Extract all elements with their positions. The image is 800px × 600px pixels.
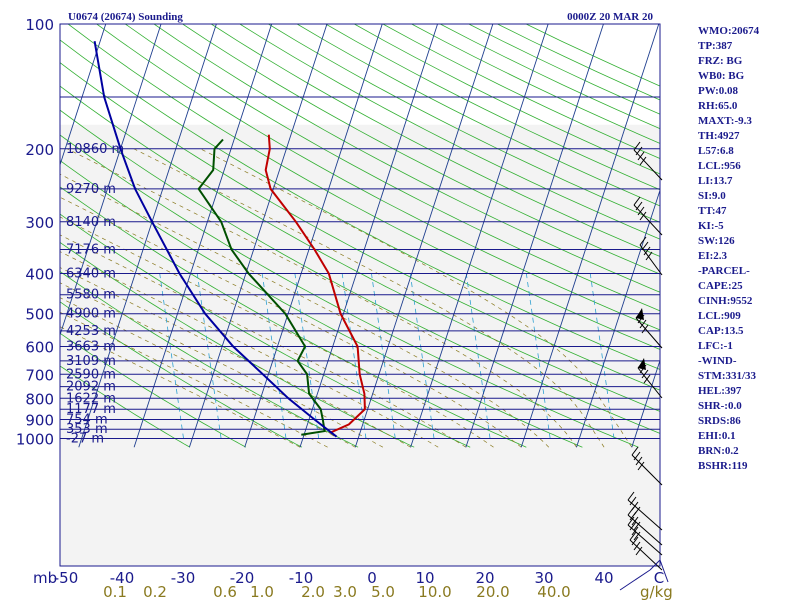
pressure-tick-label: 1000 <box>16 430 54 448</box>
temp-tick-label: 40 <box>594 569 613 587</box>
temp-tick-label: 0 <box>367 569 377 587</box>
index-item: BSHR:119 <box>698 460 748 472</box>
height-label: 4900 m <box>66 307 116 322</box>
index-item: WB0: BG <box>698 70 745 82</box>
wind-barb <box>633 141 663 181</box>
pressure-tick-label: 900 <box>25 412 54 430</box>
height-label: 2092 m <box>66 380 116 395</box>
index-item: CAPE:25 <box>698 280 743 292</box>
height-label: 754 m <box>66 413 108 428</box>
temp-tick-label: 30 <box>534 569 553 587</box>
temp-tick-label: -10 <box>289 569 314 587</box>
pressure-tick-label: 600 <box>25 339 54 357</box>
height-label: 7176 m <box>66 242 116 257</box>
height-label: 5580 m <box>66 288 116 303</box>
wind-barb <box>631 446 663 486</box>
index-item: WMO:20674 <box>698 25 760 37</box>
index-item: SI:9.0 <box>698 190 726 202</box>
index-item: MAXT:-9.3 <box>698 115 752 127</box>
index-item: FRZ: BG <box>698 55 743 67</box>
pressure-tick-label: 200 <box>25 141 54 159</box>
wind-barbs <box>619 141 669 591</box>
wind-barb <box>627 516 663 556</box>
index-item: TT:47 <box>698 205 727 217</box>
temp-tick-label: C <box>654 569 664 587</box>
height-label: 1177 m <box>66 402 116 417</box>
temp-tick-label: -30 <box>171 569 196 587</box>
index-item: EHI:0.1 <box>698 430 736 442</box>
mixing-ratio-tick-label: 40.0 <box>537 583 570 600</box>
surface-wind-symbol <box>619 559 669 591</box>
chart-title: U0674 (20674) Sounding <box>68 11 183 23</box>
mixing-ratio-tick-label: 0.6 <box>213 583 237 600</box>
wind-barb <box>629 531 663 571</box>
pressure-tick-label: 100 <box>25 16 54 34</box>
index-item: RH:65.0 <box>698 100 738 112</box>
sounding-line-1 <box>197 138 326 436</box>
height-label: 353 m <box>66 422 108 437</box>
mixing-ratio-tick-label: 5.0 <box>371 583 395 600</box>
height-label: 10860 m <box>66 142 124 157</box>
temp-tick-label: 10 <box>415 569 434 587</box>
index-item: TP:387 <box>698 40 733 52</box>
wind-barb <box>627 506 663 546</box>
index-item: CAP:13.5 <box>698 325 744 337</box>
height-label: 3663 m <box>66 340 116 355</box>
height-label: 2590 m <box>66 367 116 382</box>
height-label: 3109 m <box>66 354 116 369</box>
sounding-line-0 <box>264 134 366 434</box>
height-label: 8140 m <box>66 215 116 230</box>
height-label: -27 m <box>66 431 104 446</box>
mixing-ratio-tick-label: 0.1 <box>103 583 127 600</box>
mixing-ratio-unit-label: g/kg <box>640 583 673 600</box>
chart-time: 0000Z 20 MAR 20 <box>567 11 653 23</box>
pressure-tick-label: 400 <box>25 266 54 284</box>
temp-tick-label: 20 <box>475 569 494 587</box>
index-item: BRN:0.2 <box>698 445 739 457</box>
index-item: EI:2.3 <box>698 250 728 262</box>
index-item: SRDS:86 <box>698 415 741 427</box>
index-item: PW:0.08 <box>698 85 739 97</box>
index-item: KI:-5 <box>698 220 724 232</box>
mixing-ratio-tick-label: 20.0 <box>476 583 509 600</box>
pressure-tick-label: 500 <box>25 306 54 324</box>
index-item: HEL:397 <box>698 385 742 397</box>
index-item: LCL:909 <box>698 310 741 322</box>
wind-barb <box>633 196 663 236</box>
mixing-ratio-tick-label: 10.0 <box>418 583 451 600</box>
indices-panel: WMO:20674 TP:387 FRZ: BG WB0: BG PW:0.08 RH:6… <box>698 24 798 474</box>
pressure-unit-label: mb <box>33 569 57 587</box>
index-item: L57:6.8 <box>698 145 734 157</box>
temp-tick-label: -40 <box>110 569 135 587</box>
wind-barb <box>639 236 663 276</box>
mixing-ratio-tick-label: 3.0 <box>333 583 357 600</box>
pressure-tick-label: 800 <box>25 390 54 408</box>
sounding-line-2 <box>93 41 338 438</box>
index-item: LFC:-1 <box>698 340 733 352</box>
wind-barb <box>635 308 663 349</box>
index-item: -WIND- <box>698 355 737 367</box>
pressure-tick-label: 700 <box>25 366 54 384</box>
height-label: 4253 m <box>66 324 116 339</box>
mixing-ratio-tick-label: 0.2 <box>143 583 167 600</box>
index-item: LI:13.7 <box>698 175 733 187</box>
height-label: 1622 m <box>66 391 116 406</box>
index-item: LCL:956 <box>698 160 741 172</box>
index-item: SW:126 <box>698 235 735 247</box>
height-label: 6340 m <box>66 267 116 282</box>
index-item: CINH:9552 <box>698 295 753 307</box>
index-item: -PARCEL- <box>698 265 750 277</box>
mixing-ratio-tick-label: 2.0 <box>301 583 325 600</box>
temp-tick-label: -20 <box>230 569 255 587</box>
index-item: SHR-:0.0 <box>698 400 742 412</box>
temp-tick-label: -50 <box>54 569 79 587</box>
index-item: TH:4927 <box>698 130 740 142</box>
pressure-tick-label: 300 <box>25 214 54 232</box>
height-label: 9270 m <box>66 182 116 197</box>
index-item: STM:331/33 <box>698 370 757 382</box>
wind-barb <box>637 358 663 399</box>
mixing-ratio-tick-label: 1.0 <box>250 583 274 600</box>
